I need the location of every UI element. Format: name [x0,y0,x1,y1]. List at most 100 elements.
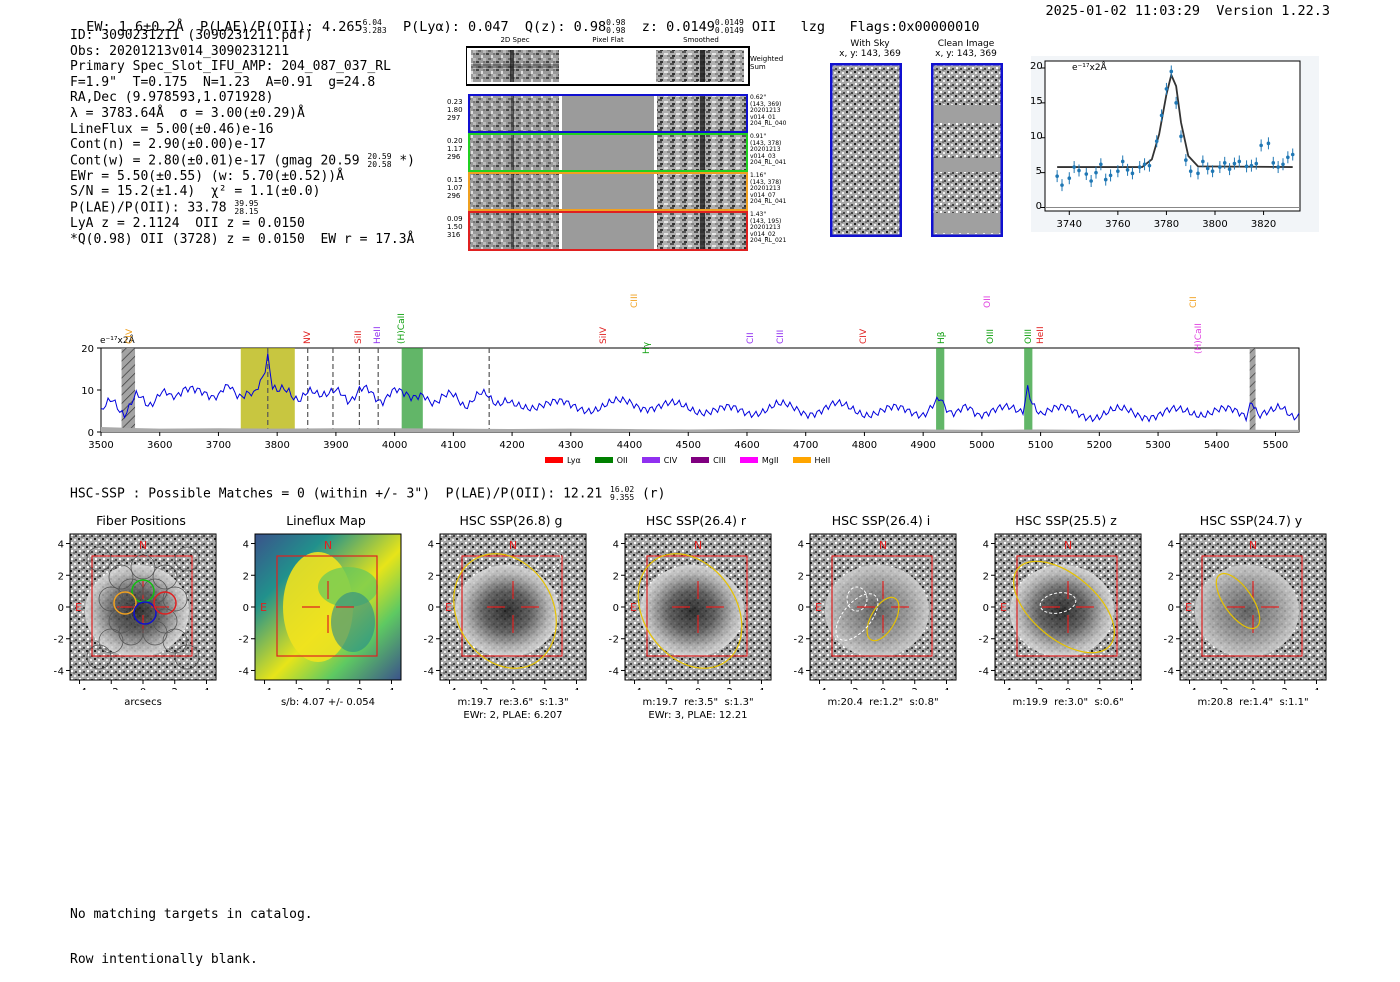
hsc-match-ellipse [1013,560,1115,654]
hsc-match-ellipse [1215,572,1261,630]
line-label: SiIV [598,326,609,344]
line-label: HeII [373,326,384,344]
info-id: ID: 3090231211 (3090231211.pdf) [70,28,313,43]
hsc-xtick-label: −2 [1214,687,1229,690]
compass-north: N [324,539,332,552]
hsc-panel-caption: s/b: 4.07 +/- 0.054 [280,697,376,708]
hsc-match-ellipse [637,553,743,669]
zoom-ylabel: e⁻¹⁷x2Å [1072,63,1107,73]
hsc-ytick-label: −4 [794,666,804,677]
hsc-panel-image: N E −4 −4 −2 −2 0 0 2 2 4 4 [424,533,587,690]
line-label: (H)CaII [1194,323,1205,354]
legend-swatch [691,457,710,463]
hsc-xtick-label: 2 [727,687,733,690]
hsc-xtick-label: 0 [510,687,516,690]
hsc-panel-caption: m:20.8 re:1.4" s:1.1" [1197,697,1309,708]
zoom-ytick-label: 0 [1035,200,1042,212]
legend-swatch [545,457,563,463]
col-label-2d-spec: 2D Spec [500,36,530,44]
hsc-panel-title: HSC SSP(26.4) r [645,513,747,528]
hsc-ytick-label: 4 [613,540,619,551]
spectrum-xtick-label: 3800 [264,440,289,451]
hsc-ytick-label: −4 [424,666,434,677]
info-lineflux: LineFlux = 5.00(±0.46)e-16 [70,121,274,137]
hsc-panel-caption-2: EWr: 2, PLAE: 6.207 [463,710,563,721]
legend-label: CIII [713,455,726,465]
legend-label: OII [616,455,628,465]
legend-item: Lyα [545,456,581,465]
line-label: CII [745,332,756,344]
fiber-circle [174,644,200,670]
header-datetime-version: 2025-01-02 11:03:29 Version 1.22.3 [1045,3,1330,19]
hsc-ytick-label: −2 [239,635,249,646]
zoom-data-point [1249,159,1254,172]
legend-item: CIV [641,456,677,465]
zoom-ytick-label: 20 [1030,60,1043,72]
legend-item: HeII [792,455,831,465]
zoom-ytick-label: 15 [1030,95,1043,107]
zoom-xtick-label: 3820 [1251,219,1276,230]
zoom-plot-area [1044,60,1301,212]
fiber-circle [142,620,168,646]
hsc-secondary-ellipse [534,550,562,574]
zoom-data-point [1281,158,1285,171]
hsc-xtick-label: 0 [1250,687,1256,690]
row4-left-meta: 0.09 1.50 316 [447,215,463,239]
legend-label: HeII [814,455,831,465]
spectrum-shaded-region [121,348,136,432]
fiber-circle [174,546,200,572]
compass-north: N [139,539,147,552]
weighted-2d [471,50,559,82]
hsc-panel-caption: m:19.9 re:3.0" s:0.6" [1012,697,1124,708]
zoom-data-point [1227,163,1232,176]
hsc-ytick-label: −4 [979,666,989,677]
hsc-secondary-ellipse [1039,592,1077,614]
hsc-summary: HSC-SSP : Possible Matches = 0 (within +… [70,485,666,502]
legend-item: OII [594,455,628,465]
fiber-circle [98,586,124,612]
zoom-data-point [1084,168,1089,181]
full-spectrum-chart: 3500 3600 3700 3800 3900 4000 4100 4200 4300 4400… [81,344,1300,451]
hsc-xtick-label: −4 [627,687,642,690]
spectrum-sky-fill [101,426,1299,432]
line-label: OII [982,295,993,308]
hsc-ytick-label: 2 [1168,571,1174,582]
clean-image-title: Clean Image x, y: 143, 369 [935,39,997,59]
col-label-pixel-flat: Pixel Flat [592,36,624,44]
zoom-data-point [1159,109,1164,122]
hsc-panel-caption: arcsecs [124,697,162,708]
line-label: CIV [859,328,870,344]
hsc-ytick-label: 0 [58,603,64,614]
clean-image-cutout [931,63,1003,237]
spectrum-xtick-label: 4100 [441,440,466,451]
hsc-ytick-label: −2 [979,635,989,646]
aperture-box [646,555,748,657]
zoom-ytick-label: 10 [1030,130,1043,142]
hsc-ytick-label: −4 [609,666,619,677]
spectrum-xtick-label: 4300 [558,440,583,451]
line-label: SiII [354,330,365,344]
hsc-ytick-label: −4 [239,666,249,677]
hsc-secondary-ellipse [846,586,868,612]
fiber-highlight-blue [133,601,157,625]
hsc-xtick-label: 4 [388,687,394,690]
zoom-data-point [1218,161,1222,174]
aperture-box [831,555,933,657]
hsc-ytick-label: 0 [1168,603,1174,614]
hsc-ytick-label: 4 [58,540,64,551]
legend-label: MgII [761,455,779,465]
zoom-data-point [1196,167,1200,180]
row1-left-meta: 0.23 1.80 297 [447,98,463,122]
spectrum-shaded-region [936,348,945,432]
line-zoom-chart: 3740 3760 3780 3800 3820 [1031,56,1319,232]
row3-left-meta: 0.15 1.07 296 [447,176,463,200]
compass-north: N [879,539,887,552]
zoom-data-point [1244,160,1249,173]
hsc-ytick-label: 0 [798,603,804,614]
line-label: (H)CaII [396,313,407,344]
hsc-ytick-label: 2 [243,571,249,582]
spectrum-xtick-label: 4700 [793,440,818,451]
zoom-data-point [1169,65,1174,78]
spec2d-row-2 [468,133,748,172]
zoom-data-point [1188,165,1193,178]
